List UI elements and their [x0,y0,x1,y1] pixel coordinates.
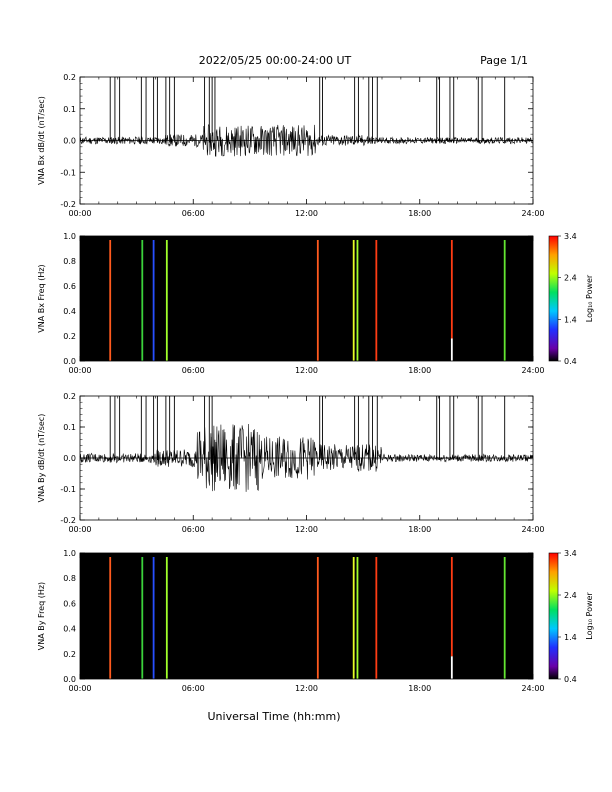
y-tick-label: -0.1 [60,168,76,177]
x-tick-label: 18:00 [408,525,431,534]
spectral-line [152,557,155,679]
x-tick-label: 00:00 [68,684,91,693]
spectral-line [141,240,144,361]
colorbar [548,552,559,680]
y-tick-label: 0.1 [63,423,76,432]
colorbar-tick-label: 0.4 [564,675,577,684]
y-tick-label: 0.0 [63,137,76,146]
spectral-line [503,240,506,361]
x-tick-label: 06:00 [182,525,205,534]
colorbar-tick-label: 1.4 [564,633,577,642]
plots-group: 00:00 06:00 12:00 18:00 24:00 0.2 0.1 0.0 -0.1 -0… [37,73,594,693]
y-tick-label: 0.2 [63,650,76,659]
spectral-line [165,557,168,679]
spectral-line [375,240,378,361]
y-tick-label: -0.1 [60,485,76,494]
colorbar-tick-label: 3.4 [564,232,577,241]
y-tick-label: 0.2 [63,73,76,82]
spectral-line [109,240,112,361]
y-tick-label: 0.2 [63,392,76,401]
y-axis-label: VNA Bx dB/dt (nT/sec) [37,96,46,185]
panel-4: 3.4 2.4 1.4 0.4 Log₁₀ Power 00:00 06:00 12:00 18… [37,549,594,693]
y-tick-label: 0.6 [63,599,76,608]
spectral-line [503,557,506,679]
y-tick-label: -0.2 [60,200,76,209]
spectral-line [316,240,319,361]
x-tick-label: 24:00 [521,209,544,218]
x-tick-label: 12:00 [295,525,318,534]
panel-3: 00:00 06:00 12:00 18:00 24:00 0.2 0.1 0.0 -0.1 -0… [37,392,545,534]
y-tick-label: 0.0 [63,357,76,366]
y-axis-label: VNA Bx Freq (Hz) [37,264,46,332]
colorbar-tick-label: 2.4 [564,274,577,283]
spectral-line [356,557,359,679]
spectral-line [165,240,168,361]
spectrogram-background [80,236,533,361]
x-tick-label: 18:00 [408,209,431,218]
data-trace [79,423,534,492]
page-title: 2022/05/25 00:00-24:00 UT [199,54,352,67]
y-tick-label: 0.0 [63,454,76,463]
x-tick-label: 00:00 [68,366,91,375]
y-tick-label: 0.1 [63,105,76,114]
panel-2: 3.4 2.4 1.4 0.4 Log₁₀ Power 00:00 06:00 12:00 18… [37,232,594,375]
colorbar-label: Log₁₀ Power [585,592,594,640]
x-tick-label: 24:00 [521,366,544,375]
spectral-line [152,240,155,361]
y-tick-label: 0.8 [63,257,76,266]
y-tick-label: 0.0 [63,675,76,684]
y-tick-label: 0.6 [63,282,76,291]
x-tick-label: 18:00 [408,366,431,375]
spectral-line [375,557,378,679]
data-trace [79,124,534,157]
spectral-line [356,240,359,361]
y-tick-label: 0.8 [63,574,76,583]
spectral-line [316,557,319,679]
panel-1: 00:00 06:00 12:00 18:00 24:00 0.2 0.1 0.0 -0.1 -0… [37,73,545,218]
page-number: Page 1/1 [480,54,528,67]
colorbar-label: Log₁₀ Power [585,274,594,322]
y-axis-label: VNA By Freq (Hz) [37,582,46,650]
y-axis-label: VNA By dB/dt (nT/sec) [37,414,46,503]
spectral-line [352,240,355,361]
y-tick-label: 0.2 [63,332,76,341]
x-tick-label: 06:00 [182,209,205,218]
spectral-line [450,240,453,339]
spectral-line [109,557,112,679]
x-axis-label: Universal Time (hh:mm) [208,710,341,723]
colorbar-tick-label: 2.4 [564,591,577,600]
spectral-line [450,557,453,657]
x-tick-label: 12:00 [295,684,318,693]
spectral-line [141,557,144,679]
colorbar-tick-label: 0.4 [564,357,577,366]
spectral-line [352,557,355,679]
x-tick-label: 12:00 [295,209,318,218]
x-tick-label: 12:00 [295,366,318,375]
y-tick-label: 1.0 [63,549,76,558]
x-tick-label: 24:00 [521,684,544,693]
x-tick-label: 00:00 [68,209,91,218]
x-tick-label: 24:00 [521,525,544,534]
y-tick-label: 0.4 [63,307,76,316]
y-tick-label: 0.4 [63,625,76,634]
colorbar [548,235,559,362]
x-tick-label: 00:00 [68,525,91,534]
colorbar-tick-label: 3.4 [564,549,577,558]
spectrogram-background [80,553,533,679]
y-tick-label: 1.0 [63,232,76,241]
y-tick-label: -0.2 [60,516,76,525]
colorbar-tick-label: 1.4 [564,315,577,324]
x-tick-label: 18:00 [408,684,431,693]
x-tick-label: 06:00 [182,684,205,693]
spectral-line-white-segment [450,338,453,361]
x-tick-label: 06:00 [182,366,205,375]
spectral-line-white-segment [450,656,453,679]
